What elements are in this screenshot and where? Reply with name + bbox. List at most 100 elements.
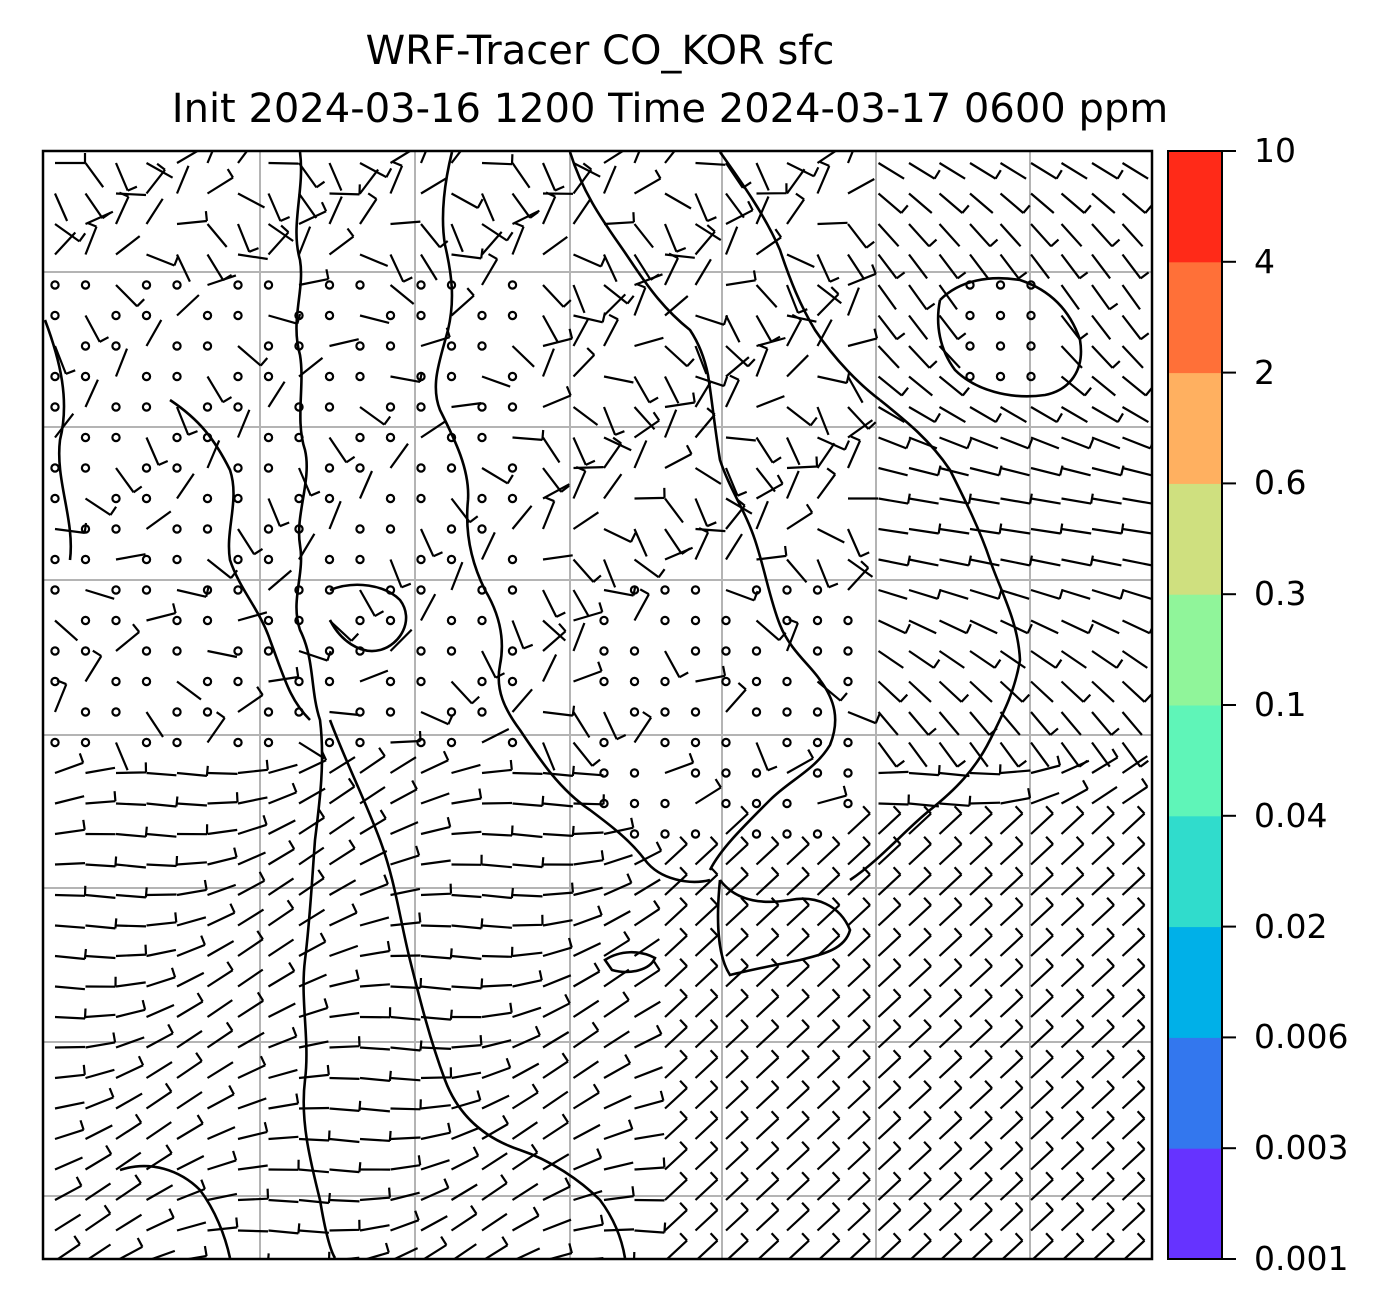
wind-barb <box>755 927 780 957</box>
calm-wind-marker <box>782 707 792 717</box>
wind-barb <box>511 1206 540 1232</box>
wind-barb <box>329 1219 361 1232</box>
wind-barb <box>755 500 769 530</box>
wind-barb <box>84 221 98 255</box>
wind-barb <box>267 877 295 896</box>
wind-barb <box>329 903 358 927</box>
wind-barb <box>939 466 969 477</box>
wind-barb <box>420 1009 453 1021</box>
calm-wind-marker <box>385 707 396 717</box>
wind-barb <box>298 973 327 988</box>
wind-barb <box>1091 497 1122 505</box>
wind-barb <box>328 839 356 866</box>
wind-barb <box>725 315 741 343</box>
wind-barb <box>146 948 177 958</box>
calm-wind-marker <box>812 768 823 778</box>
wind-barb <box>390 1210 420 1232</box>
wind-barb <box>1121 680 1152 703</box>
wind-barb <box>1030 162 1063 180</box>
calm-wind-marker <box>202 432 213 443</box>
wind-barb <box>755 1201 780 1232</box>
wind-barb <box>1121 1201 1146 1232</box>
wind-barb <box>726 1232 749 1259</box>
wind-barb <box>846 435 862 469</box>
wind-barb <box>1030 1140 1054 1171</box>
calm-wind-marker <box>50 463 60 473</box>
wind-barb <box>329 944 359 958</box>
wind-barb <box>1091 406 1124 424</box>
wind-barb <box>634 1090 665 1110</box>
chart-subtitle: Init 2024-03-16 1200 Time 2024-03-17 060… <box>171 86 1169 132</box>
wind-barb <box>694 224 716 256</box>
colorbar-tick-label: 0.1 <box>1254 685 1307 724</box>
wind-barb <box>267 498 290 528</box>
wind-barb <box>176 1155 205 1171</box>
calm-wind-marker <box>50 280 60 290</box>
wind-barb <box>999 192 1031 214</box>
wind-barb <box>298 649 332 662</box>
calm-wind-marker <box>50 554 60 565</box>
wind-barb <box>541 191 557 225</box>
wind-barb <box>938 927 963 957</box>
wind-barb <box>847 835 871 866</box>
wind-barb <box>54 985 85 991</box>
wind-barb <box>1030 558 1061 567</box>
wind-barb <box>603 991 630 1018</box>
wind-barb <box>1030 497 1061 505</box>
wind-barb <box>879 1232 902 1259</box>
wind-barb <box>816 680 848 702</box>
calm-wind-marker <box>629 798 640 809</box>
calm-wind-marker <box>294 676 304 687</box>
wind-barb <box>634 1222 667 1234</box>
wind-barb <box>847 957 871 988</box>
wind-barb <box>846 287 860 316</box>
calm-wind-marker <box>294 707 304 717</box>
colorbar-frame <box>1167 150 1223 1260</box>
wind-barb <box>908 1018 932 1049</box>
wind-barb <box>359 809 387 835</box>
wind-barb <box>481 759 513 775</box>
wind-barb <box>511 162 531 189</box>
calm-wind-marker <box>751 829 762 839</box>
wind-barb <box>389 779 418 805</box>
wind-barb <box>390 1155 422 1171</box>
calm-wind-marker <box>202 676 213 687</box>
wind-barb <box>542 236 568 256</box>
calm-wind-marker <box>416 463 426 473</box>
wind-barb <box>999 805 1024 835</box>
wind-barb <box>847 896 871 927</box>
calm-wind-marker <box>416 310 426 321</box>
wind-barb <box>237 871 266 896</box>
calm-wind-marker <box>446 737 457 748</box>
wind-barb <box>847 419 874 439</box>
calm-wind-marker <box>233 646 243 656</box>
wind-barb <box>817 785 848 805</box>
calm-wind-marker <box>172 341 182 351</box>
wind-barb <box>451 402 482 409</box>
wind-barb <box>1060 1110 1085 1140</box>
wind-barb <box>389 284 415 305</box>
wind-barb <box>847 223 875 249</box>
calm-wind-marker <box>1026 341 1036 351</box>
calm-wind-marker <box>385 310 396 321</box>
wind-barb <box>268 1198 299 1204</box>
coastline-japan-north <box>936 276 1083 398</box>
wind-barb <box>877 988 902 1018</box>
wind-barb <box>115 981 146 988</box>
wind-barb <box>1121 284 1141 311</box>
wind-barb <box>207 771 238 775</box>
calm-wind-marker <box>385 493 396 504</box>
calm-wind-marker <box>629 829 640 839</box>
wind-barb <box>878 619 911 635</box>
wind-barb <box>207 1150 238 1171</box>
wind-barb <box>542 882 574 897</box>
wind-barb <box>999 1110 1024 1140</box>
wind-barb <box>1091 523 1125 535</box>
wind-barb <box>877 1018 902 1049</box>
wind-barb <box>206 375 233 404</box>
calm-wind-marker <box>599 737 609 748</box>
wind-barb <box>756 545 788 561</box>
wind-barb <box>115 1055 145 1079</box>
wind-barb <box>999 1201 1024 1232</box>
wind-barb <box>298 908 326 927</box>
